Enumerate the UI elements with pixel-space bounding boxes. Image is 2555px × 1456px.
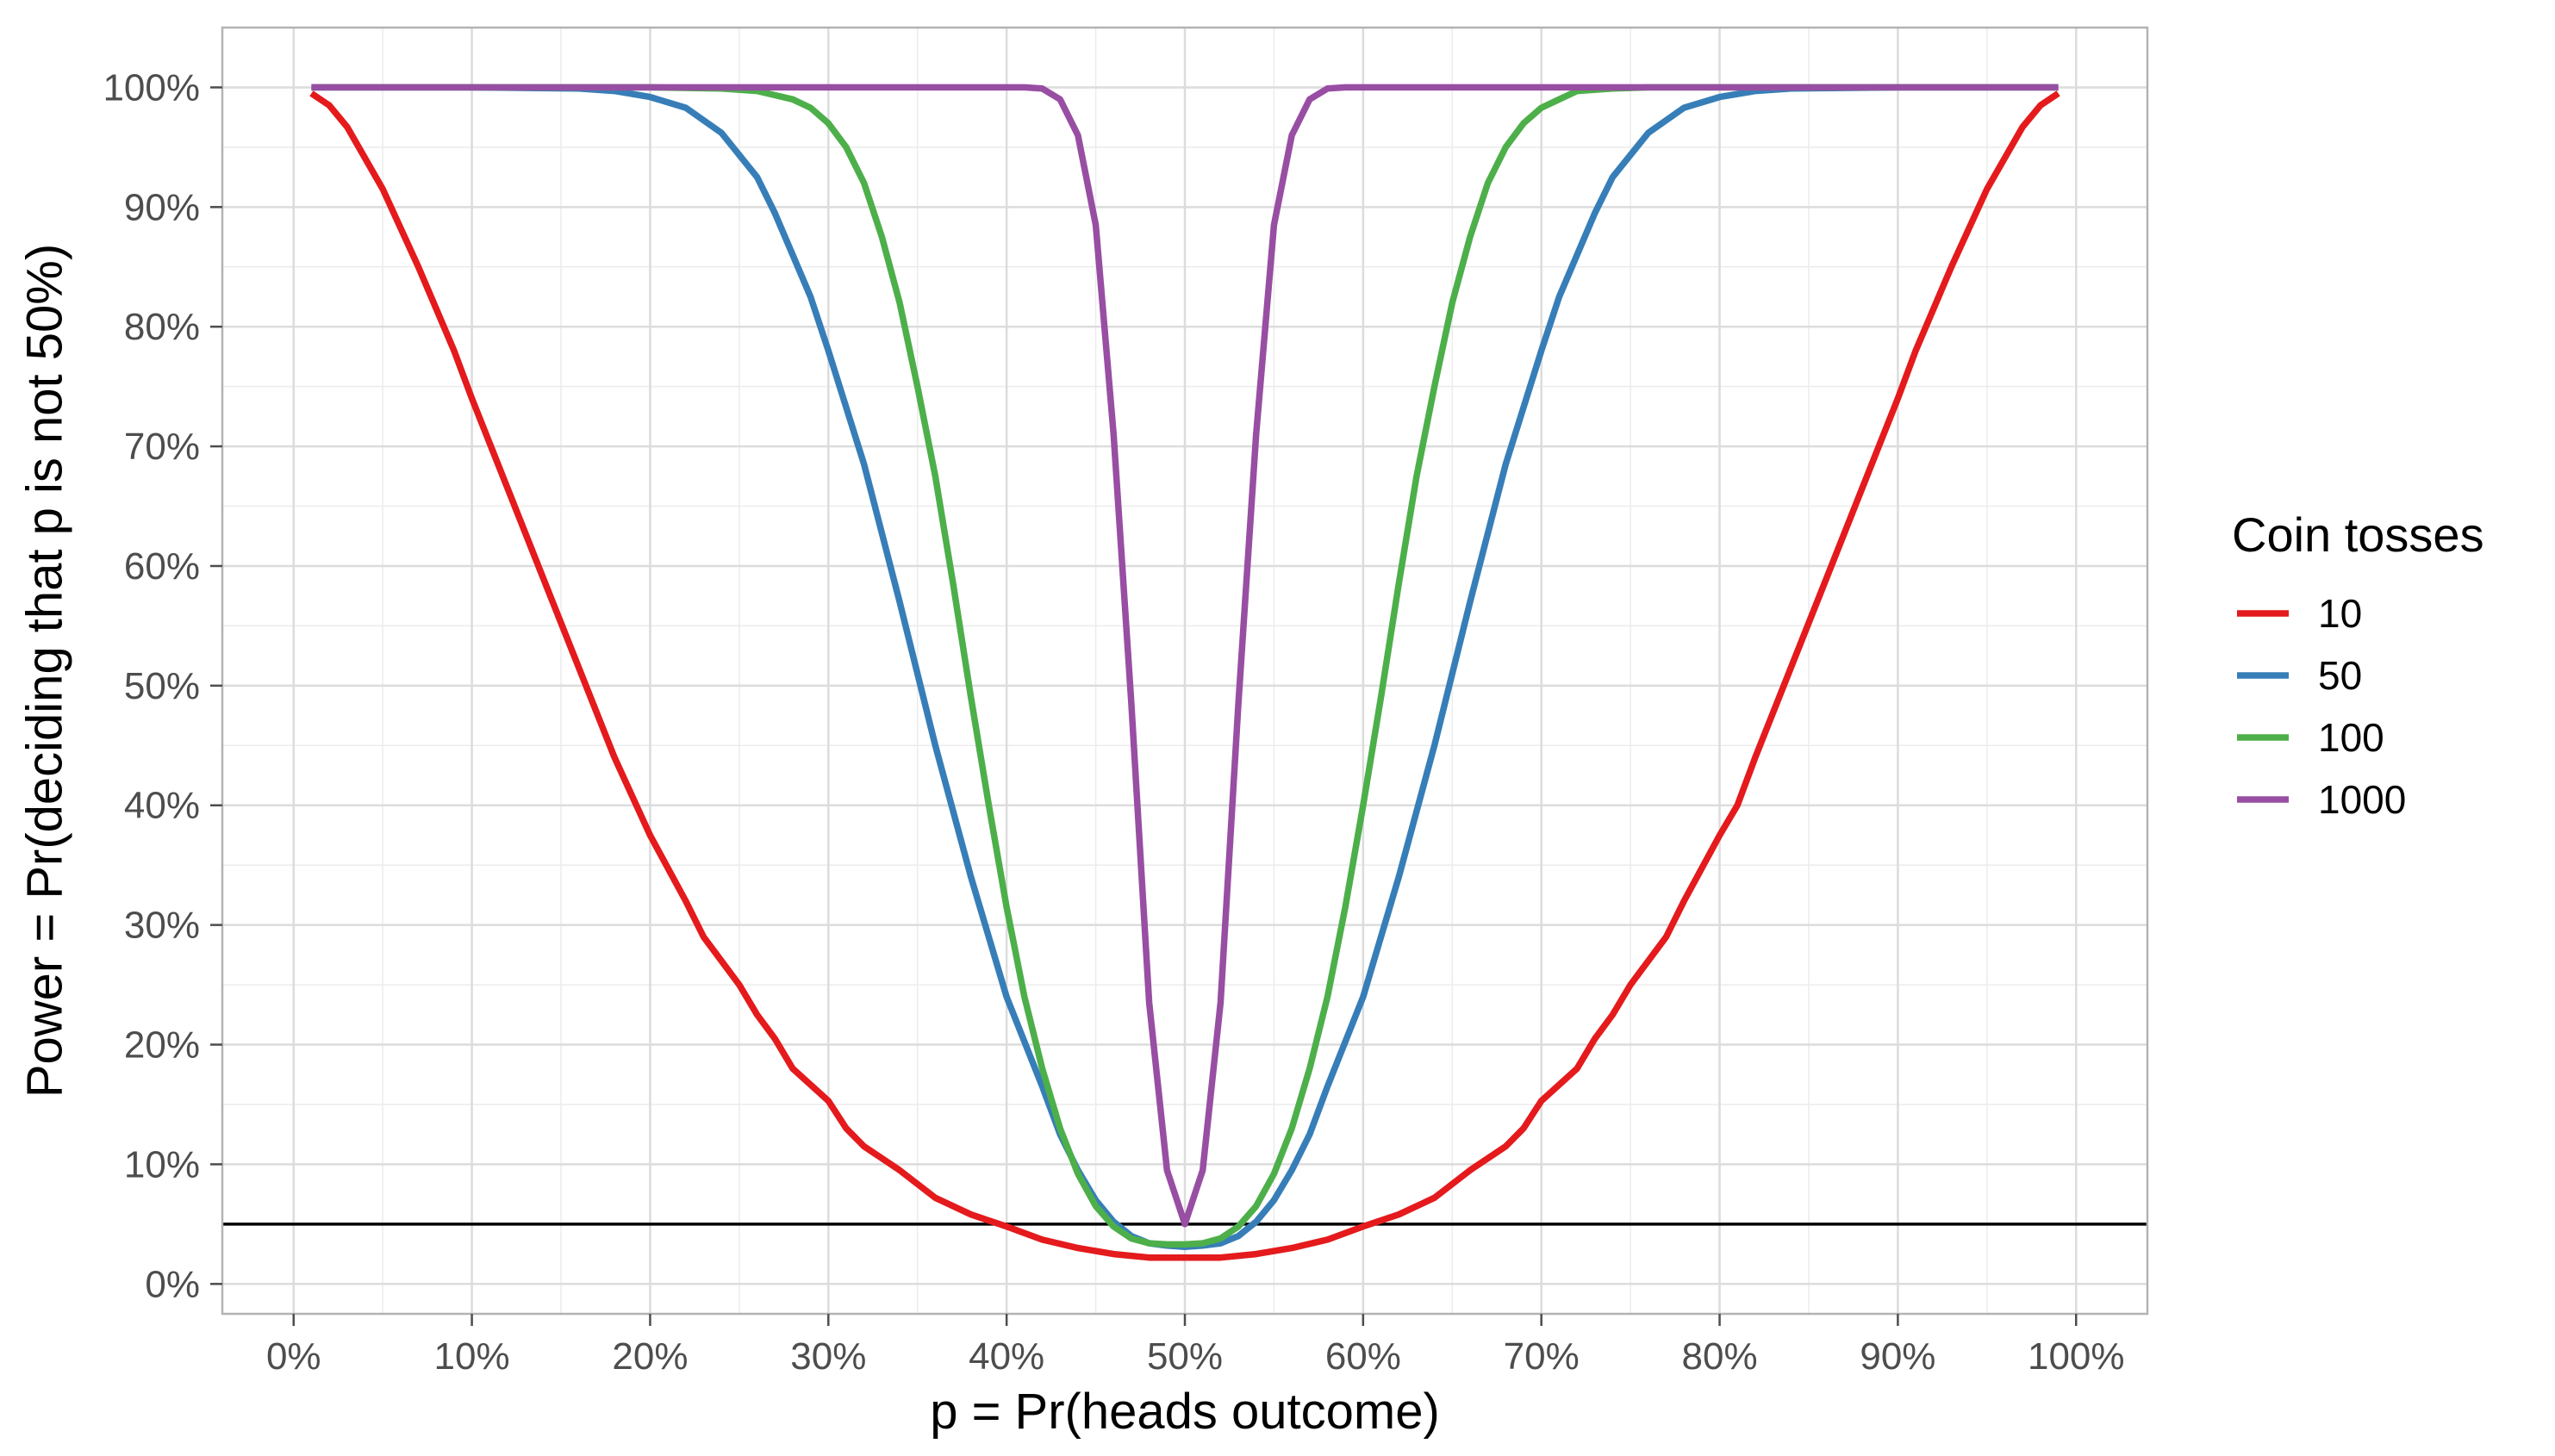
- y-tick-label: 80%: [124, 306, 200, 348]
- x-axis-title: p = Pr(heads outcome): [930, 1384, 1440, 1440]
- series-line-100: [311, 84, 2059, 1248]
- x-tick-label: 30%: [790, 1335, 866, 1378]
- y-tick-label: 100%: [103, 66, 200, 109]
- x-tick-label: 100%: [2028, 1335, 2125, 1378]
- y-axis-title: Power = Pr(deciding that p is not 50%): [16, 244, 72, 1098]
- legend: Coin tosses 10 50 100 1000: [2232, 507, 2484, 822]
- x-tick-label: 0%: [266, 1335, 321, 1378]
- legend-label: 10: [2318, 591, 2362, 636]
- y-tick-label: 50%: [124, 665, 200, 707]
- legend-label: 100: [2318, 715, 2384, 760]
- y-tick-label: 70%: [124, 426, 200, 468]
- legend-items: 10 50 100 1000: [2237, 591, 2406, 822]
- legend-label: 50: [2318, 653, 2362, 698]
- y-tick-label: 90%: [124, 186, 200, 228]
- x-tick-label: 40%: [969, 1335, 1044, 1378]
- series-lines: [309, 84, 2060, 1261]
- x-tick-label: 90%: [1860, 1335, 1935, 1378]
- series-line-10: [309, 90, 2060, 1261]
- y-axis-ticks: 0% 10% 20% 30% 40% 50% 60% 70% 80% 90% 100%: [103, 66, 222, 1305]
- x-tick-label: 80%: [1682, 1335, 1758, 1378]
- series-line-1000: [311, 84, 2059, 1228]
- legend-label: 1000: [2318, 777, 2406, 822]
- x-tick-label: 20%: [612, 1335, 688, 1378]
- y-tick-label: 40%: [124, 785, 200, 827]
- x-tick-label: 10%: [434, 1335, 510, 1378]
- y-tick-label: 20%: [124, 1024, 200, 1067]
- x-tick-label: 60%: [1325, 1335, 1401, 1378]
- y-tick-label: 60%: [124, 545, 200, 588]
- legend-title: Coin tosses: [2232, 507, 2484, 562]
- plot-panel: [221, 26, 2149, 1316]
- x-tick-label: 50%: [1147, 1335, 1223, 1378]
- x-axis-ticks: 0% 10% 20% 30% 40% 50% 60% 70% 80% 90% 100%: [266, 1314, 2125, 1378]
- y-tick-label: 30%: [124, 905, 200, 947]
- y-tick-label: 0%: [145, 1263, 200, 1305]
- x-tick-label: 70%: [1504, 1335, 1580, 1378]
- y-tick-label: 10%: [124, 1143, 200, 1185]
